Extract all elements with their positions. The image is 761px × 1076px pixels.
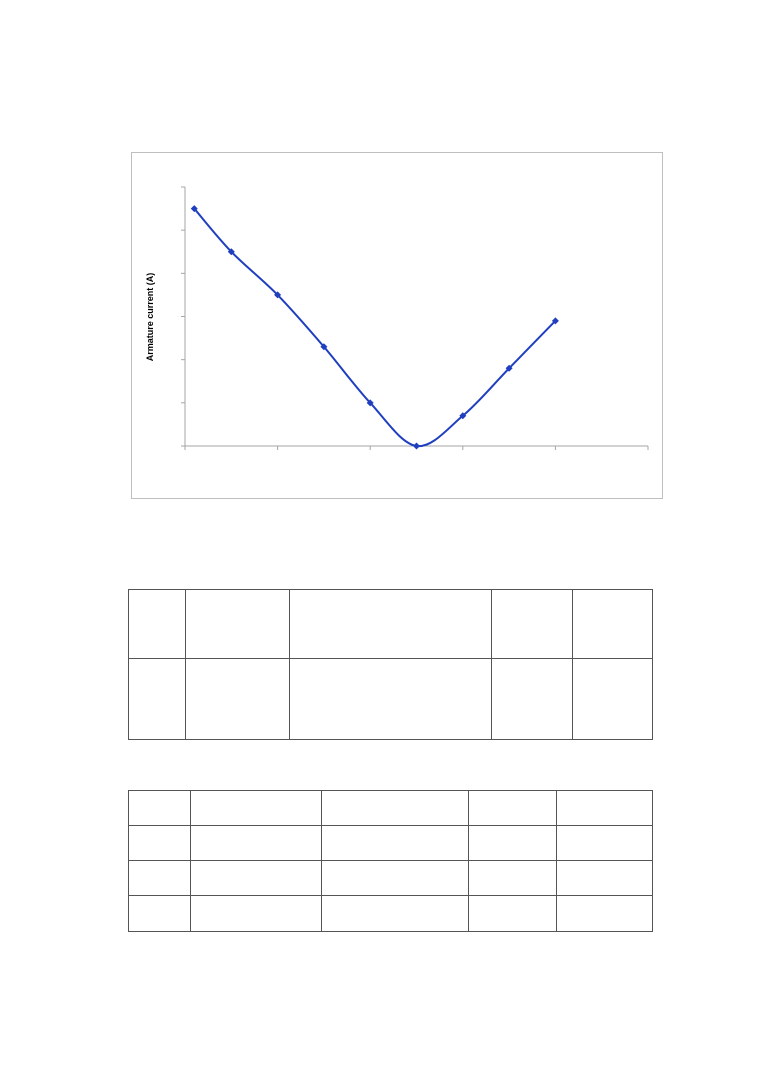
data-point [505, 364, 513, 372]
table-cell [190, 895, 322, 932]
data-point [320, 343, 328, 351]
table-cell [289, 589, 492, 659]
chart-axes [181, 186, 649, 450]
series-line [193, 207, 557, 448]
data-table-2 [128, 790, 653, 932]
data-point [551, 317, 559, 325]
table-cell [321, 790, 469, 826]
table-cell [468, 825, 557, 861]
table-cell [468, 860, 557, 896]
table-row [128, 860, 653, 896]
table-cell [321, 860, 469, 896]
table-cell [190, 825, 322, 861]
table-cell [468, 895, 557, 932]
data-table-1 [128, 589, 653, 740]
table-cell [556, 895, 653, 932]
table-cell [289, 658, 492, 740]
table-cell [128, 895, 191, 932]
table-row [128, 589, 653, 659]
data-point [227, 248, 235, 256]
table-cell [321, 895, 469, 932]
table-cell [185, 589, 290, 659]
table-cell [491, 658, 573, 740]
data-point [459, 412, 467, 420]
data-point [366, 399, 374, 407]
data-point [413, 442, 420, 450]
table-cell [556, 860, 653, 896]
table-cell [572, 589, 653, 659]
table-cell [128, 658, 186, 740]
table-cell [556, 790, 653, 826]
table-cell [128, 790, 191, 826]
data-point [190, 205, 198, 213]
table-cell [491, 589, 573, 659]
y-axis-label: Armature current (A) [145, 273, 155, 362]
table-cell [185, 658, 290, 740]
table-cell [128, 825, 191, 861]
data-point [274, 291, 282, 299]
table-cell [128, 860, 191, 896]
table-row [128, 825, 653, 861]
chart-area: Armature current (A) [131, 152, 663, 499]
table-cell [321, 825, 469, 861]
table-cell [190, 860, 322, 896]
table-cell [572, 658, 653, 740]
table-row [128, 658, 653, 740]
line-chart: Armature current (A) [145, 186, 649, 450]
table-cell [468, 790, 557, 826]
table-row [128, 790, 653, 826]
table-cell [128, 589, 186, 659]
series-markers [190, 205, 559, 450]
table-cell [190, 790, 322, 826]
table-cell [556, 825, 653, 861]
table-row [128, 895, 653, 932]
